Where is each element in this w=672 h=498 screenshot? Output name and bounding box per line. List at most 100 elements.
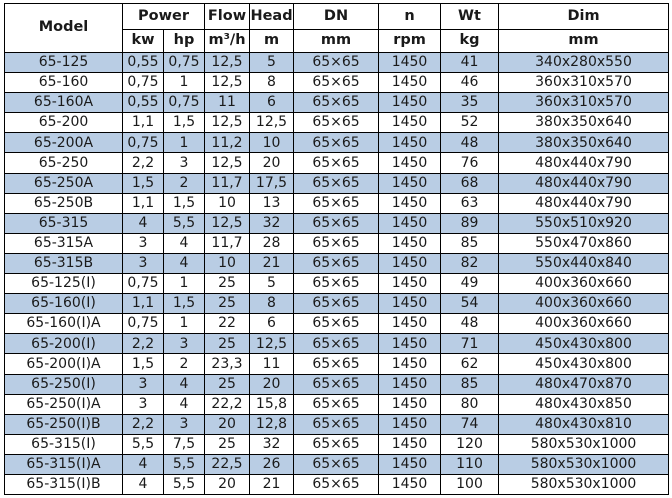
cell-hp: 1,5 bbox=[162, 192, 206, 214]
cell-flow: 12,5 bbox=[204, 212, 251, 234]
cell-dim: 400x360x660 bbox=[498, 313, 670, 335]
cell-dn: 65×65 bbox=[293, 132, 380, 154]
cell-wt: 71 bbox=[440, 333, 500, 355]
table-row: 65-200(I) 2,2 3 25 12,5 65×65 1450 71 450x430x80… bbox=[4, 333, 670, 355]
cell-n: 1450 bbox=[378, 72, 442, 94]
cell-hp: 1 bbox=[162, 72, 206, 94]
table-row: 65-160A 0,55 0,75 11 6 65×65 1450 35 360x310x570 bbox=[4, 92, 670, 114]
cell-wt: 74 bbox=[440, 413, 500, 435]
cell-dn: 65×65 bbox=[293, 313, 380, 335]
cell-wt: 46 bbox=[440, 72, 500, 94]
cell-n: 1450 bbox=[378, 333, 442, 355]
cell-wt: 48 bbox=[440, 313, 500, 335]
header-row-groups: Model Power Flow Head DN n Wt Dim bbox=[4, 3, 670, 53]
cell-model: 65-200(I) bbox=[4, 333, 123, 355]
cell-dn: 65×65 bbox=[293, 333, 380, 355]
column-header-dim: Dim bbox=[498, 3, 670, 30]
cell-wt: 80 bbox=[440, 393, 500, 415]
column-header-head: Head bbox=[249, 3, 295, 30]
cell-dn: 65×65 bbox=[293, 473, 380, 496]
column-unit-3-m: m bbox=[249, 29, 295, 53]
cell-n: 1450 bbox=[378, 51, 442, 74]
cell-kw: 3 bbox=[122, 252, 164, 275]
cell-model: 65-250(I) bbox=[4, 373, 123, 395]
table-header: Model Power Flow Head DN n Wt Dim kw hp m³/h m mm rp… bbox=[4, 3, 670, 53]
cell-head: 13 bbox=[249, 192, 295, 214]
cell-flow: 20 bbox=[204, 473, 251, 496]
cell-wt: 35 bbox=[440, 92, 500, 114]
cell-n: 1450 bbox=[378, 313, 442, 335]
cell-wt: 82 bbox=[440, 252, 500, 275]
cell-n: 1450 bbox=[378, 112, 442, 134]
cell-dn: 65×65 bbox=[293, 51, 380, 74]
cell-head: 28 bbox=[249, 232, 295, 254]
cell-dn: 65×65 bbox=[293, 433, 380, 455]
cell-dn: 65×65 bbox=[293, 293, 380, 315]
cell-hp: 4 bbox=[162, 373, 206, 395]
cell-flow: 22,2 bbox=[204, 393, 251, 415]
cell-dim: 480x440x790 bbox=[498, 152, 670, 174]
cell-flow: 25 bbox=[204, 273, 251, 295]
cell-head: 17,5 bbox=[249, 172, 295, 194]
table-row: 65-250A 1,5 2 11,7 17,5 65×65 1450 68 480x440x79… bbox=[4, 172, 670, 194]
cell-kw: 1,5 bbox=[122, 353, 164, 375]
cell-n: 1450 bbox=[378, 453, 442, 475]
cell-dim: 480x440x790 bbox=[498, 192, 670, 214]
cell-dn: 65×65 bbox=[293, 112, 380, 134]
cell-hp: 3 bbox=[162, 413, 206, 435]
cell-kw: 1,1 bbox=[122, 293, 164, 315]
cell-dim: 450x430x800 bbox=[498, 353, 670, 375]
cell-wt: 68 bbox=[440, 172, 500, 194]
cell-flow: 25 bbox=[204, 373, 251, 395]
cell-n: 1450 bbox=[378, 393, 442, 415]
table-row: 65-250(I)B 2,2 3 20 12,8 65×65 1450 74 480x430x8… bbox=[4, 413, 670, 435]
cell-model: 65-315(I)A bbox=[4, 453, 123, 475]
cell-flow: 12,5 bbox=[204, 152, 251, 174]
cell-dim: 550x470x860 bbox=[498, 232, 670, 254]
cell-n: 1450 bbox=[378, 252, 442, 275]
cell-kw: 0,75 bbox=[122, 273, 164, 295]
cell-kw: 1,1 bbox=[122, 112, 164, 134]
cell-wt: 54 bbox=[440, 293, 500, 315]
cell-head: 12,8 bbox=[249, 413, 295, 435]
pump-specification-table: Model Power Flow Head DN n Wt Dim kw hp m³/h m mm rp… bbox=[4, 3, 670, 496]
cell-wt: 100 bbox=[440, 473, 500, 496]
cell-dim: 380x350x640 bbox=[498, 132, 670, 154]
cell-head: 8 bbox=[249, 293, 295, 315]
cell-dn: 65×65 bbox=[293, 453, 380, 475]
cell-kw: 0,55 bbox=[122, 92, 164, 114]
cell-kw: 2,2 bbox=[122, 152, 164, 174]
table-row: 65-250B 1,1 1,5 10 13 65×65 1450 63 480x440x790 bbox=[4, 192, 670, 214]
cell-flow: 12,5 bbox=[204, 51, 251, 74]
cell-hp: 1 bbox=[162, 313, 206, 335]
cell-flow: 25 bbox=[204, 433, 251, 455]
cell-model: 65-200A bbox=[4, 132, 123, 154]
cell-kw: 3 bbox=[122, 232, 164, 254]
cell-flow: 12,5 bbox=[204, 72, 251, 94]
cell-wt: 63 bbox=[440, 192, 500, 214]
cell-dim: 360x310x570 bbox=[498, 72, 670, 94]
cell-hp: 2 bbox=[162, 353, 206, 375]
table-row: 65-315(I)B 4 5,5 20 21 65×65 1450 100 580x530x10… bbox=[4, 473, 670, 496]
cell-model: 65-315(I)B bbox=[4, 473, 123, 496]
cell-flow: 10 bbox=[204, 192, 251, 214]
column-header-model: Model bbox=[4, 3, 123, 53]
cell-dim: 480x470x870 bbox=[498, 373, 670, 395]
cell-dim: 340x280x550 bbox=[498, 51, 670, 74]
cell-n: 1450 bbox=[378, 232, 442, 254]
cell-head: 6 bbox=[249, 313, 295, 335]
cell-n: 1450 bbox=[378, 433, 442, 455]
cell-head: 11 bbox=[249, 353, 295, 375]
cell-hp: 0,75 bbox=[162, 92, 206, 114]
cell-wt: 49 bbox=[440, 273, 500, 295]
cell-hp: 4 bbox=[162, 232, 206, 254]
cell-wt: 48 bbox=[440, 132, 500, 154]
cell-kw: 0,75 bbox=[122, 313, 164, 335]
cell-flow: 12,5 bbox=[204, 112, 251, 134]
cell-hp: 3 bbox=[162, 152, 206, 174]
cell-wt: 76 bbox=[440, 152, 500, 174]
cell-dn: 65×65 bbox=[293, 373, 380, 395]
cell-kw: 2,2 bbox=[122, 413, 164, 435]
cell-kw: 3 bbox=[122, 393, 164, 415]
cell-hp: 5,5 bbox=[162, 453, 206, 475]
